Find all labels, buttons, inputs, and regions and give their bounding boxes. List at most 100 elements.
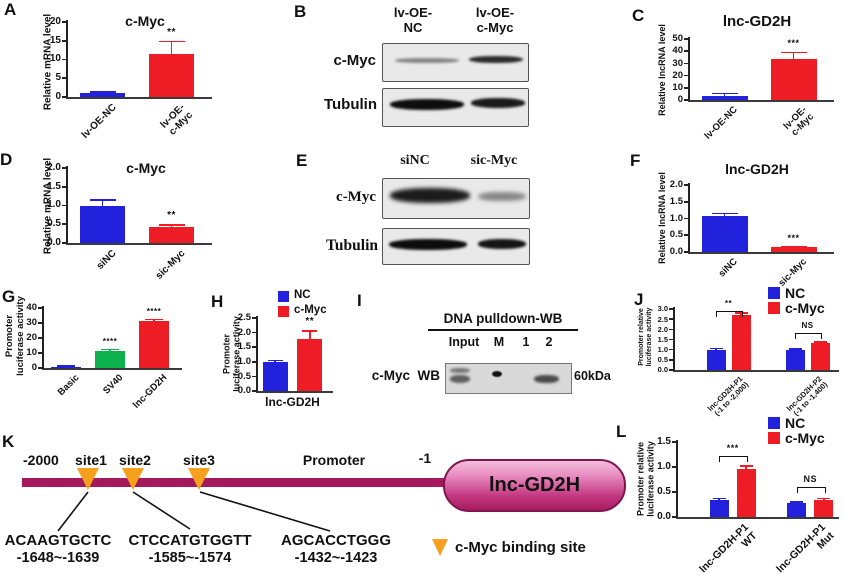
- chart-H-y-label: Promoter luciferase activity: [222, 316, 243, 392]
- chart-L-bar: [710, 500, 729, 518]
- chart-F-x-label: siNC: [717, 257, 740, 280]
- chart-G-y-label: Promoter luciferase activity: [5, 296, 27, 376]
- chart-F-bar: [771, 247, 817, 252]
- chart-L-tick-label: 1.0: [657, 461, 671, 472]
- chart-L-x-label: lnc-GD2H-P1 WT: [697, 522, 759, 584]
- chart-J-y-axis: [673, 307, 675, 370]
- chart-D-bar: [149, 227, 194, 243]
- chart-L-sig-bracket: [719, 456, 748, 462]
- chart-F-x-axis: [688, 252, 834, 254]
- chart-F-tick: [684, 218, 689, 220]
- chart-A-x-label: lv-OE- c-Myc: [159, 102, 195, 138]
- chart-J-tick: [669, 359, 674, 361]
- chart-F-y-label: Relative lncRNA level: [657, 172, 667, 264]
- chart-A-x-label: lv-OE-NC: [79, 102, 118, 141]
- chart-L-legend-swatch: [768, 417, 780, 429]
- chart-J-err-cap: [814, 341, 827, 343]
- chart-A-tick: [62, 59, 67, 61]
- chart-L-tick: [672, 491, 677, 493]
- chart-J-bar: [732, 315, 751, 370]
- chart-G-err-cap: [145, 319, 163, 321]
- chart-L-bar: [737, 469, 756, 518]
- chart-C-x-label: lv-OE-NC: [703, 105, 740, 142]
- chart-H-legend-label: c-Myc: [294, 304, 327, 316]
- chart-J-tick: [669, 329, 674, 331]
- chart-D-y-axis: [66, 166, 68, 243]
- chart-C-bar: [702, 96, 748, 100]
- chart-L-sig-label: ***: [727, 443, 739, 453]
- chart-C-sig-label: ***: [787, 38, 799, 48]
- chart-J-x-axis: [673, 370, 839, 372]
- chart-F-tick: [684, 251, 689, 253]
- chart-J-bar: [811, 343, 830, 370]
- chart-H-err-cap: [268, 360, 283, 362]
- chart-A-bar: [80, 93, 125, 98]
- chart-F-tick-label: 0.0: [670, 246, 683, 257]
- chart-H-legend-label: NC: [294, 289, 311, 301]
- chart-C-tick: [684, 99, 689, 101]
- chart-A-tick: [62, 21, 67, 23]
- chart-J-sig-label: **: [725, 299, 732, 308]
- chart-G-tick-label: 0: [32, 362, 37, 373]
- chart-H-sig-label: **: [305, 316, 314, 327]
- chart-D-tick: [62, 205, 67, 207]
- chart-F-tick-label: 1.0: [670, 213, 683, 224]
- chart-F-err-cap: [781, 246, 807, 248]
- chart-L-err-cap: [740, 465, 753, 467]
- chart-L-tick-label: 0.0: [657, 511, 671, 522]
- chart-L-tick-label: 1.5: [657, 436, 671, 447]
- chart-L-legend-label: NC: [785, 415, 805, 431]
- chart-D-title: c-Myc: [126, 160, 166, 176]
- chart-A-err-cap: [90, 91, 116, 93]
- chart-G-tick-label: 30: [26, 317, 37, 328]
- chart-H-err-cap: [302, 330, 317, 332]
- chart-J-tick-label: 3.0: [658, 304, 668, 313]
- chart-A-x-axis: [66, 97, 212, 99]
- chart-C-tick: [684, 38, 689, 40]
- chart-G-x-label: SV40: [102, 373, 126, 397]
- chart-H-tick: [252, 332, 257, 334]
- chart-A-tick: [62, 96, 67, 98]
- chart-L-sig-label: NS: [803, 474, 817, 484]
- chart-G-tick: [38, 337, 43, 339]
- chart-H-tick: [252, 317, 257, 319]
- chart-L-bar: [814, 500, 833, 518]
- chart-F-sig-label: ***: [787, 233, 799, 243]
- chart-J-tick-label: 2.0: [658, 325, 668, 334]
- chart-A-tick-label: 5: [55, 72, 61, 83]
- chart-J-tick-label: 1.0: [658, 345, 668, 354]
- chart-J-tick: [669, 369, 674, 371]
- chart-C-tick-label: 10: [672, 82, 683, 93]
- chart-J-tick-label: 2.5: [658, 315, 668, 324]
- chart-J-err-cap: [710, 348, 723, 350]
- chart-F-tick: [684, 184, 689, 186]
- chart-C-tick: [684, 50, 689, 52]
- chart-D-x-label: siNC: [94, 248, 118, 272]
- chart-D-x-label: sic-Myc: [154, 248, 188, 282]
- chart-C-tick: [684, 87, 689, 89]
- chart-D-tick: [62, 223, 67, 225]
- chart-F-err-cap: [712, 213, 738, 215]
- chart-C-err-cap: [712, 93, 738, 95]
- chart-H-tick: [252, 361, 257, 363]
- chart-J-tick-label: 0.5: [658, 355, 668, 364]
- chart-L-tick: [672, 466, 677, 468]
- chart-G-bar: [139, 321, 169, 368]
- chart-J-x-label: lnc-GD2H-P1 (-1 to -2,000): [706, 375, 750, 419]
- chart-J-legend-swatch: [768, 302, 780, 314]
- chart-C-tick-label: 40: [672, 45, 683, 56]
- chart-J-tick: [669, 349, 674, 351]
- chart-C-y-label: Relative lncRNA level: [657, 24, 667, 116]
- chart-J-tick: [669, 308, 674, 310]
- chart-J-x-label: lnc-GD2H-P2 (-1 to -1,400): [785, 375, 829, 419]
- chart-C-tick: [684, 75, 689, 77]
- chart-G-tick-label: 10: [26, 347, 37, 358]
- chart-C-tick-label: 0: [678, 94, 683, 105]
- chart-C-tick-label: 30: [672, 58, 683, 69]
- chart-F-tick: [684, 201, 689, 203]
- chart-L-legend-swatch: [768, 432, 780, 444]
- chart-H-tick: [252, 346, 257, 348]
- chart-F-tick-label: 1.5: [670, 196, 683, 207]
- chart-D-sig-label: **: [167, 210, 176, 221]
